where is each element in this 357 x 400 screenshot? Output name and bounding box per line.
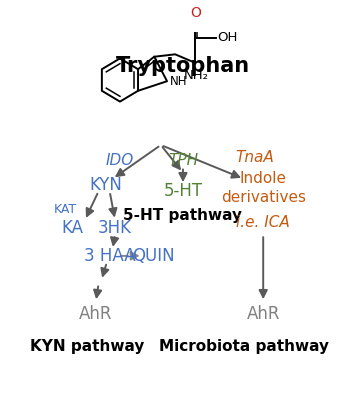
Text: i.e. ICA: i.e. ICA <box>236 214 290 230</box>
Text: NH: NH <box>170 75 187 88</box>
Text: TPH: TPH <box>168 153 198 168</box>
Text: IDO: IDO <box>105 153 134 168</box>
Text: O: O <box>191 6 201 20</box>
Text: 5-HT pathway: 5-HT pathway <box>124 208 242 223</box>
Text: Microbiota pathway: Microbiota pathway <box>159 339 329 354</box>
Text: AhR: AhR <box>246 306 280 324</box>
Text: TnaA: TnaA <box>236 150 274 165</box>
Text: KYN: KYN <box>89 176 122 194</box>
Text: KA: KA <box>61 219 83 237</box>
Text: 3HK: 3HK <box>98 219 132 237</box>
Text: AhR: AhR <box>79 306 112 324</box>
Text: Indole
derivatives: Indole derivatives <box>221 171 306 205</box>
Text: QUIN: QUIN <box>132 247 175 265</box>
Text: Tryptophan: Tryptophan <box>116 56 250 76</box>
Text: KAT: KAT <box>54 203 77 216</box>
Text: NH₂: NH₂ <box>183 69 208 82</box>
Text: 3 HAA: 3 HAA <box>84 247 135 265</box>
Text: KYN pathway: KYN pathway <box>30 339 145 354</box>
Text: 5-HT: 5-HT <box>164 182 202 200</box>
Text: OH: OH <box>218 31 238 44</box>
